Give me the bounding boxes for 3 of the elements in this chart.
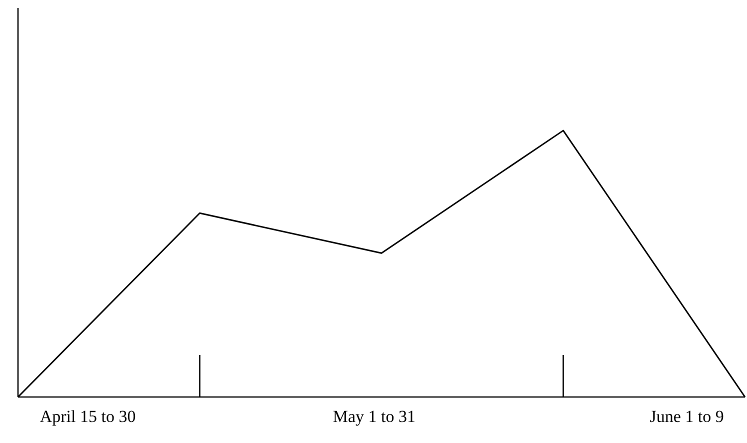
text: April 15 to 30 [40,407,136,427]
text: May 1 to 31 [332,407,416,427]
text: June 1 to 9 [650,407,724,427]
